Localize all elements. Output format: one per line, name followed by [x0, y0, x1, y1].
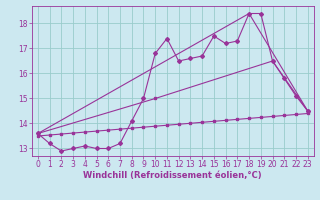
X-axis label: Windchill (Refroidissement éolien,°C): Windchill (Refroidissement éolien,°C) [84, 171, 262, 180]
